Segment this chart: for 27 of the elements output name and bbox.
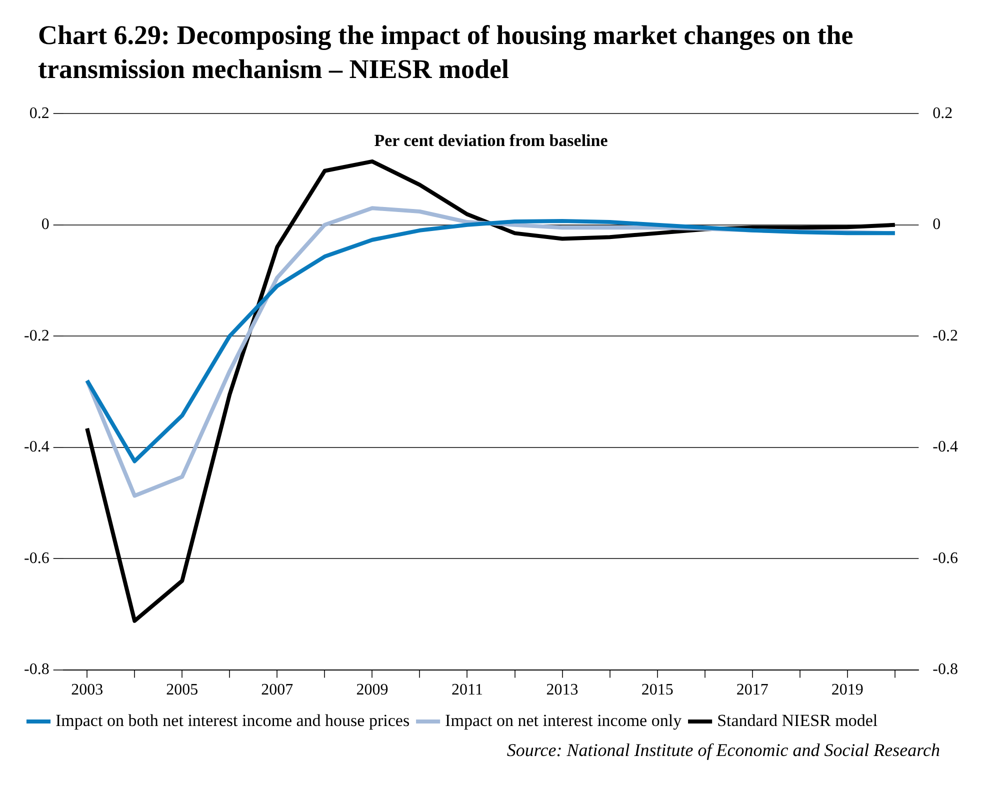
x-tick-label: 2013 (546, 682, 578, 699)
x-tick-label: 2003 (71, 682, 104, 699)
x-tick-label: 2009 (356, 682, 388, 699)
legend-label: Impact on net interest income only (445, 710, 682, 730)
y2-tick-label: -0.4 (932, 438, 958, 456)
y2-tick-label: 0 (932, 216, 941, 234)
x-tick-label: 2015 (641, 682, 674, 699)
y-tick-label: -0.2 (24, 327, 50, 344)
legend-label: Impact on both net interest income and house prices (56, 710, 410, 730)
y-tick-label: -0.4 (24, 438, 50, 456)
y-tick-label: 0.2 (29, 104, 50, 122)
source-note: Source: National Institute of Economic and Social Research (506, 740, 940, 761)
x-tick-label: 2011 (452, 682, 483, 699)
y2-tick-label: -0.8 (932, 661, 958, 678)
legend-label: Standard NIESR model (717, 710, 878, 730)
y2-tick-label: 0.2 (932, 104, 953, 122)
y-tick-label: -0.6 (24, 550, 50, 567)
text: Per cent deviation from baseline (374, 130, 608, 150)
y-tick-label: -0.8 (24, 661, 50, 678)
y-tick-label: 0 (41, 216, 50, 234)
y2-tick-label: -0.6 (932, 550, 958, 567)
chart-title: Chart 6.29: Decomposing the impact of housing market changes on the transmission mechanism – NIESR model (38, 19, 854, 86)
x-tick-label: 2007 (261, 682, 294, 699)
y2-tick-label: -0.2 (932, 327, 958, 344)
x-tick-label: 2017 (736, 682, 768, 699)
x-tick-label: 2019 (831, 682, 864, 699)
x-tick-label: 2005 (166, 682, 198, 699)
